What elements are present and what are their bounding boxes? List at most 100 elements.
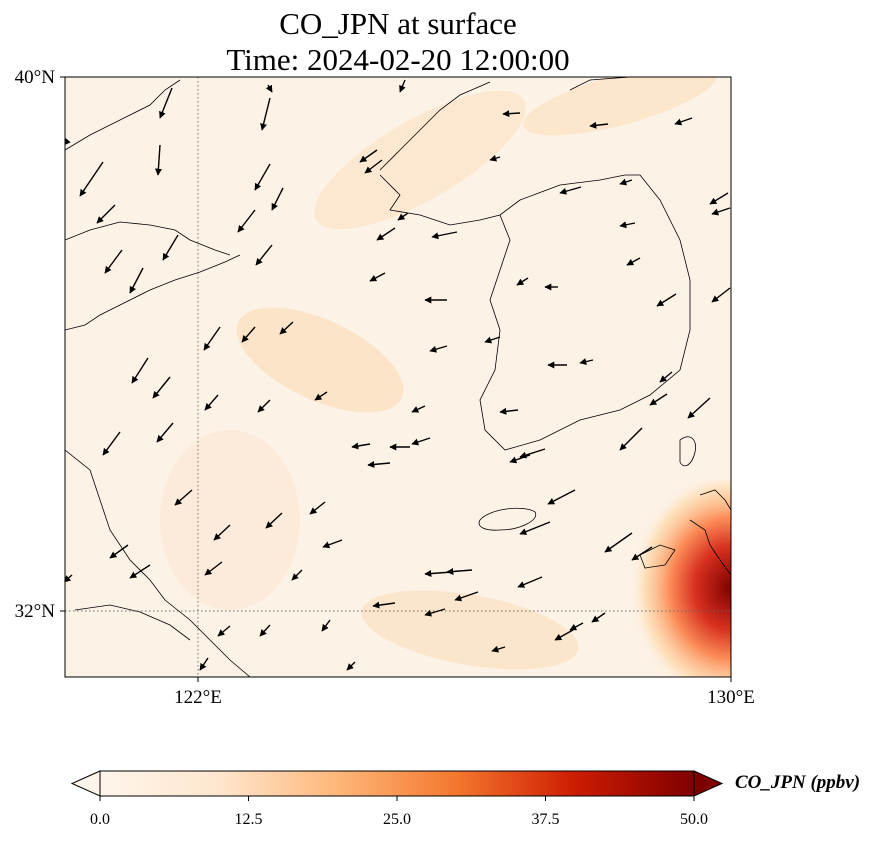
- colorbar-tick-label: 0.0: [90, 811, 110, 828]
- wind-arrow: [254, 163, 271, 191]
- wind-arrow: [619, 221, 636, 229]
- wind-arrow: [491, 645, 506, 653]
- wind-arrow: [591, 612, 606, 623]
- wind-arrow: [502, 110, 521, 118]
- wind-arrow: [265, 84, 273, 93]
- wind-arrow: [516, 277, 529, 286]
- wind-arrow: [554, 629, 574, 641]
- wind-arrow: [711, 287, 731, 303]
- wind-arrow: [369, 272, 386, 282]
- lat-label-40: 40°N: [15, 67, 56, 88]
- colorbar-tick-label: 12.5: [235, 811, 263, 828]
- colorbar-tick-label: 50.0: [680, 811, 708, 828]
- wind-arrow: [399, 79, 406, 93]
- lat-label-32: 32°N: [15, 601, 56, 622]
- wind-arrow: [159, 87, 173, 119]
- wind-arrow: [424, 608, 446, 617]
- wind-arrow: [619, 178, 633, 186]
- wind-arrow: [104, 249, 123, 274]
- wind-arrow: [519, 521, 551, 535]
- wind-arrow: [709, 192, 729, 205]
- wind-arrow: [687, 397, 711, 419]
- wind-arrow: [131, 357, 149, 384]
- wind-arrow: [431, 231, 458, 240]
- wind-arrow: [237, 209, 256, 233]
- wind-arrow: [604, 532, 633, 553]
- wind-arrow: [291, 569, 303, 581]
- wind-arrow: [711, 207, 731, 216]
- wind-arrow: [674, 117, 693, 126]
- wind-arrow: [156, 422, 174, 443]
- wind-arrow: [517, 576, 543, 588]
- wind-arrow: [659, 371, 673, 383]
- colorbar: 0.0 12.5 25.0 37.5 50.0 CO_JPN (ppbv): [70, 770, 860, 828]
- wind-arrow: [260, 97, 271, 131]
- wind-arrow: [109, 544, 129, 559]
- colorbar-extend-high: [693, 770, 724, 797]
- wind-arrow: [429, 345, 448, 353]
- wind-arrow: [499, 407, 519, 415]
- colorbar-body: [100, 771, 694, 796]
- wind-arrow: [241, 326, 256, 343]
- wind-arrow: [204, 394, 219, 411]
- wind-arrow: [279, 321, 294, 335]
- axis-ticks: [60, 76, 732, 682]
- wind-arrow: [569, 622, 584, 631]
- wind-arrow: [255, 244, 273, 266]
- title-line-2: Time: 2024-02-20 12:00:00: [226, 42, 569, 77]
- wind-arrow: [152, 376, 171, 399]
- wind-arrow: [271, 187, 284, 211]
- colorbar-tick-label: 25.0: [383, 811, 411, 828]
- wind-arrow: [579, 358, 594, 365]
- wind-arrow: [96, 204, 116, 224]
- wind-arrow: [376, 227, 396, 241]
- wind-arrow: [309, 501, 326, 515]
- colorbar-ticks: 0.0 12.5 25.0 37.5 50.0: [90, 796, 708, 828]
- wind-arrow: [259, 624, 271, 637]
- wind-arrow: [217, 625, 231, 637]
- wind-arrow: [154, 144, 162, 176]
- concentration-hotspot: [560, 480, 731, 677]
- wind-arrow: [204, 561, 223, 576]
- wind-arrow: [489, 154, 501, 162]
- wind-arrow: [631, 546, 653, 561]
- wind-arrow: [454, 591, 479, 602]
- wind-arrow: [364, 159, 383, 174]
- wind-arrow: [162, 234, 179, 261]
- wind-arrow: [547, 489, 576, 505]
- wind-arrow: [411, 437, 431, 446]
- lon-label-122: 122°E: [174, 687, 222, 708]
- wind-arrow: [213, 524, 231, 541]
- wind-arrow: [367, 460, 391, 468]
- wind-arrow: [589, 121, 609, 129]
- wind-arrow: [619, 427, 643, 451]
- wind-arrow: [79, 161, 104, 197]
- wind-arrow: [346, 661, 356, 671]
- wind-arrow: [129, 564, 151, 579]
- wind-arrow: [199, 657, 209, 671]
- colorbar-label: CO_JPN (ppbv): [735, 772, 860, 793]
- wind-arrow: [129, 267, 144, 294]
- wind-arrow: [484, 336, 501, 344]
- wind-arrow: [397, 212, 409, 221]
- lon-label-130: 130°E: [707, 687, 755, 708]
- concentration-field: [160, 77, 717, 670]
- wind-arrow: [656, 293, 677, 307]
- wind-arrow: [65, 137, 71, 146]
- wind-arrow: [322, 539, 343, 549]
- wind-arrow: [626, 257, 641, 266]
- wind-arrow: [265, 512, 283, 529]
- colorbar-extend-low: [70, 770, 101, 797]
- wind-arrow: [649, 393, 668, 406]
- wind-arrow: [257, 399, 271, 413]
- coastlines: [65, 77, 731, 677]
- title-line-1: CO_JPN at surface: [279, 6, 517, 41]
- map-frame: [64, 76, 732, 678]
- wind-arrow: [359, 149, 378, 163]
- wind-arrow: [351, 442, 371, 450]
- wind-arrow: [519, 448, 546, 459]
- wind-arrow: [314, 391, 328, 401]
- wind-arrow: [174, 489, 193, 506]
- map-area: [65, 77, 731, 677]
